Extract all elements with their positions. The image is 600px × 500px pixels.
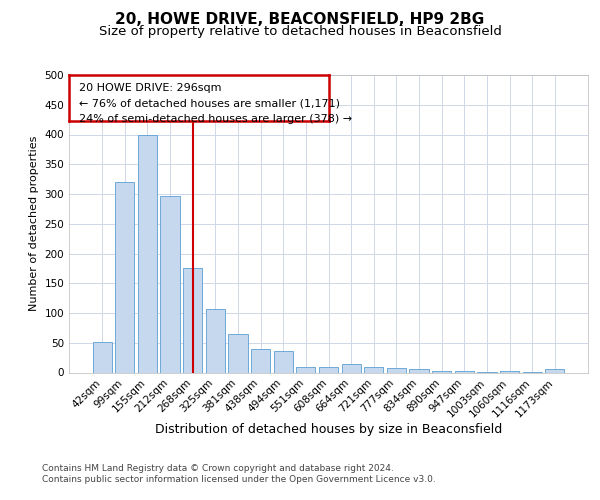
Bar bbox=[409, 369, 428, 372]
Bar bbox=[206, 309, 225, 372]
Text: Contains HM Land Registry data © Crown copyright and database right 2024.: Contains HM Land Registry data © Crown c… bbox=[42, 464, 394, 473]
Y-axis label: Number of detached properties: Number of detached properties bbox=[29, 136, 39, 312]
Bar bbox=[319, 366, 338, 372]
Text: Distribution of detached houses by size in Beaconsfield: Distribution of detached houses by size … bbox=[155, 422, 502, 436]
Bar bbox=[251, 348, 270, 372]
Bar bbox=[138, 134, 157, 372]
Text: 20, HOWE DRIVE, BEACONSFIELD, HP9 2BG: 20, HOWE DRIVE, BEACONSFIELD, HP9 2BG bbox=[115, 12, 485, 28]
Text: Size of property relative to detached houses in Beaconsfield: Size of property relative to detached ho… bbox=[98, 25, 502, 38]
Bar bbox=[183, 268, 202, 372]
Bar bbox=[545, 369, 565, 372]
Bar bbox=[296, 366, 316, 372]
Bar bbox=[341, 364, 361, 372]
Bar bbox=[364, 366, 383, 372]
Text: Contains public sector information licensed under the Open Government Licence v3: Contains public sector information licen… bbox=[42, 475, 436, 484]
Bar bbox=[92, 342, 112, 372]
Bar bbox=[274, 351, 293, 372]
Bar bbox=[160, 196, 180, 372]
Bar bbox=[115, 182, 134, 372]
Bar bbox=[387, 368, 406, 372]
Bar bbox=[229, 334, 248, 372]
Bar bbox=[432, 370, 451, 372]
